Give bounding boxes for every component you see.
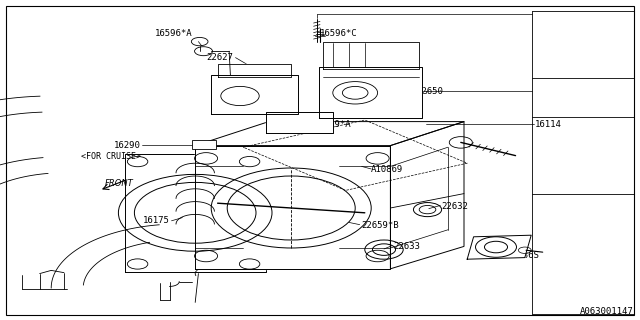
Text: 16596*A: 16596*A xyxy=(154,29,192,38)
Text: 16114: 16114 xyxy=(534,120,561,129)
Polygon shape xyxy=(195,146,390,269)
Text: 16290: 16290 xyxy=(114,141,141,150)
Text: 22659*A: 22659*A xyxy=(314,120,351,129)
Polygon shape xyxy=(211,75,298,114)
Polygon shape xyxy=(390,122,464,269)
Polygon shape xyxy=(319,67,422,118)
Text: 22633: 22633 xyxy=(394,242,420,251)
Text: A063001147: A063001147 xyxy=(580,308,634,316)
Polygon shape xyxy=(195,122,464,146)
Text: 22650: 22650 xyxy=(416,87,443,96)
Text: 22627: 22627 xyxy=(207,53,234,62)
Text: FRONT: FRONT xyxy=(104,180,133,188)
Text: 22659*B: 22659*B xyxy=(362,221,399,230)
Text: A10869: A10869 xyxy=(371,165,403,174)
Polygon shape xyxy=(467,235,531,259)
Text: <FOR CRUISE>: <FOR CRUISE> xyxy=(81,152,141,161)
Polygon shape xyxy=(218,64,291,77)
Bar xyxy=(192,140,216,149)
Text: 0436S: 0436S xyxy=(512,252,539,260)
Text: 22632: 22632 xyxy=(442,202,468,211)
Text: 16596*C: 16596*C xyxy=(320,29,358,38)
Polygon shape xyxy=(266,112,333,133)
Polygon shape xyxy=(323,42,419,69)
Text: 16175: 16175 xyxy=(143,216,170,225)
Polygon shape xyxy=(125,154,266,272)
